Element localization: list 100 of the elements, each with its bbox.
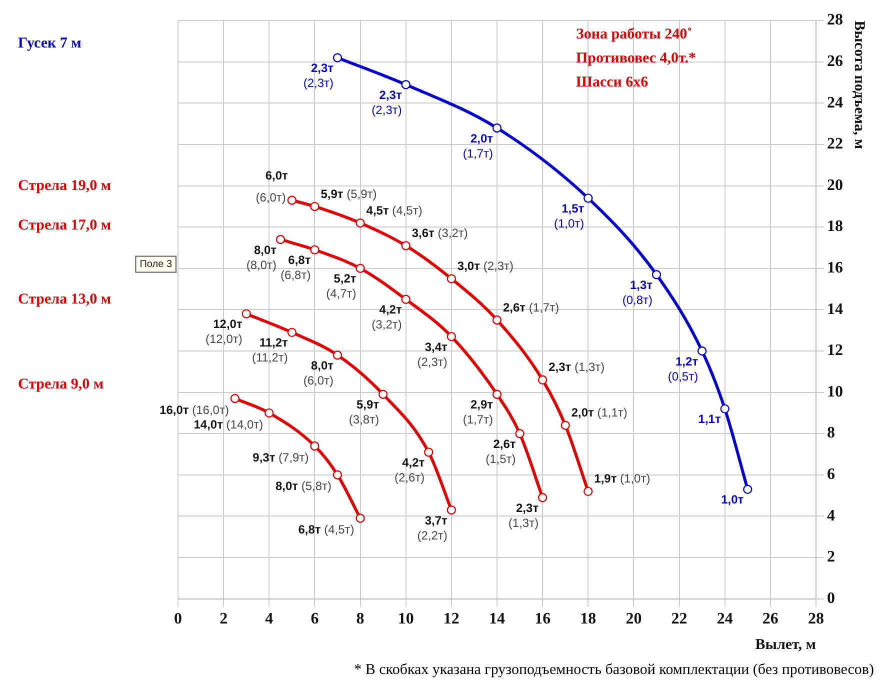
text: Стрела 19,0 м xyxy=(18,178,112,194)
point xyxy=(515,429,524,438)
point xyxy=(560,420,570,430)
point xyxy=(276,234,286,244)
y-tick-label: 16 xyxy=(827,260,843,277)
annotation: 6,8т (4,5т) xyxy=(298,522,354,537)
annotation: 8,0т (5,8т) xyxy=(275,479,332,494)
annotation: 2,6т (1,7т) xyxy=(503,300,560,314)
annotation: 1,2т (0,5т) xyxy=(668,354,698,384)
x-tick-label: 20 xyxy=(626,610,642,628)
annotation: Шасси 6х6 xyxy=(576,74,649,90)
x-tick-label: 4 xyxy=(265,610,274,628)
point xyxy=(584,194,593,203)
x-tick-label: 6 xyxy=(310,610,319,628)
y-tick-label: 26 xyxy=(827,53,843,70)
annotation: 3,6т (3,2т) xyxy=(412,226,468,240)
text: Гусек 7 м xyxy=(18,36,82,52)
annotation: 3,7т (2,2т) xyxy=(417,513,448,542)
point xyxy=(356,264,365,273)
annotation: 2,0т (1,7т) xyxy=(462,131,494,160)
y-tick-label: 6 xyxy=(827,466,835,484)
point xyxy=(332,350,342,360)
y-tick-label: 18 xyxy=(827,218,843,236)
annotation: 5,9т (3,8т) xyxy=(348,398,380,427)
x-tick-label: 16 xyxy=(534,610,551,628)
annotation: 12,0т (12,0т) xyxy=(206,317,242,346)
x-axis-title: Вылет, м xyxy=(755,636,816,653)
annotation: 2,3т (2,3т) xyxy=(372,88,402,117)
y-tick-label: 22 xyxy=(827,136,843,153)
annotation: 8,0т (6,0т) xyxy=(303,358,334,388)
x-tick-label: 24 xyxy=(716,610,733,628)
point xyxy=(287,196,297,205)
point xyxy=(538,493,548,502)
x-tick-label: 10 xyxy=(398,610,414,628)
point xyxy=(720,404,730,414)
y-tick-label: 28 xyxy=(827,12,843,29)
annotation: 5,9т (5,9т) xyxy=(320,186,377,201)
point xyxy=(446,274,456,284)
annotation: 1,5т (1,0т) xyxy=(554,202,584,231)
annotation: 9,3т (7,9т) xyxy=(252,450,309,464)
point xyxy=(446,332,456,342)
point xyxy=(264,408,274,418)
annotation: 4,2т (3,2т) xyxy=(372,302,402,332)
y-tick-label: 20 xyxy=(827,176,843,194)
point xyxy=(492,390,502,399)
annotation: 1,1т xyxy=(698,412,721,426)
point xyxy=(446,505,456,515)
y-tick-label: 24 xyxy=(827,94,843,112)
point xyxy=(310,441,320,451)
point xyxy=(401,294,410,304)
annotation: Зона работы 240˚ xyxy=(576,26,692,42)
y-tick-label: 12 xyxy=(827,342,843,360)
point xyxy=(332,53,342,62)
point xyxy=(310,245,320,254)
y-tick-label: 2 xyxy=(827,548,835,566)
text: Поле 3 xyxy=(140,259,172,270)
x-tick-label: 26 xyxy=(762,610,778,628)
annotation: 1,0т xyxy=(721,492,744,507)
x-tick-label: 22 xyxy=(671,610,688,628)
annotation: 2,6т (1,5т) xyxy=(486,436,516,466)
point xyxy=(492,315,502,325)
point xyxy=(424,448,434,457)
text: Стрела 9,0 м xyxy=(18,376,104,392)
point xyxy=(230,394,240,404)
y-axis-title: Высота подъема, м xyxy=(851,20,868,150)
x-tick-label: 8 xyxy=(356,610,364,628)
annotation: 6,0т (6,0т) xyxy=(256,168,288,205)
point xyxy=(332,470,342,480)
y-tick-label: 10 xyxy=(827,383,843,400)
point xyxy=(584,486,593,496)
annotation: Противовес 4,0т.* xyxy=(576,50,696,66)
x-tick-label: 12 xyxy=(443,610,460,628)
x-tick-label: 2 xyxy=(220,610,228,628)
point xyxy=(242,309,251,318)
point xyxy=(492,123,502,133)
y-tick-label: 8 xyxy=(827,424,835,442)
annotation: 16,0т (16,0т) xyxy=(160,402,229,417)
annotation: 14,0т (14,0т) xyxy=(194,417,264,432)
point xyxy=(652,270,662,280)
y-tick-label: 4 xyxy=(827,507,835,524)
annotation: 3,0т (2,3т) xyxy=(457,259,514,274)
point xyxy=(287,328,297,338)
annotation: 2,3т (1,3т) xyxy=(508,500,539,530)
y-tick-label: 14 xyxy=(827,300,843,318)
point xyxy=(743,484,752,494)
annotation: 4,2т (2,6т) xyxy=(394,455,425,484)
point xyxy=(356,514,365,523)
y-tick-label: 0 xyxy=(827,590,835,607)
annotation: 2,0т (1,1т) xyxy=(571,406,628,420)
x-tick-label: 18 xyxy=(580,610,596,628)
point xyxy=(356,218,365,228)
annotation: 3,4т (2,3т) xyxy=(417,340,448,369)
annotation: 1,3т (0,8т) xyxy=(622,278,653,307)
x-tick-label: 0 xyxy=(174,610,182,628)
point xyxy=(538,375,548,385)
text: Стрела 13,0 м xyxy=(18,292,112,308)
annotation: 5,2т (4,7т) xyxy=(326,272,356,301)
annotation: 11,2т (11,2т) xyxy=(252,336,288,365)
point xyxy=(401,80,410,90)
annotation: 8,0т (8,0т) xyxy=(246,242,277,272)
